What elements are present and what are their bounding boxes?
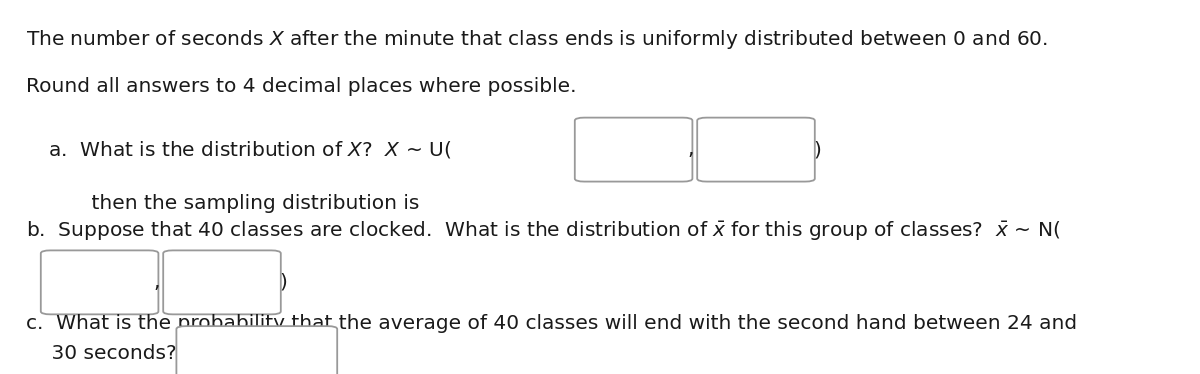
Text: ): ) (280, 273, 288, 292)
Text: a.  What is the distribution of $X$?  $X$ ∼ U(: a. What is the distribution of $X$? $X$ … (48, 139, 451, 160)
FancyBboxPatch shape (41, 251, 158, 314)
Text: then the sampling distribution is: then the sampling distribution is (66, 194, 419, 213)
Text: Round all answers to 4 decimal places where possible.: Round all answers to 4 decimal places wh… (26, 77, 577, 95)
Text: ,: , (688, 140, 694, 159)
Text: The number of seconds $X$ after the minute that class ends is uniformly distribu: The number of seconds $X$ after the minu… (26, 28, 1049, 51)
FancyBboxPatch shape (163, 251, 281, 314)
FancyBboxPatch shape (176, 326, 337, 374)
FancyBboxPatch shape (697, 117, 815, 182)
Text: c.  What is the probability that the average of 40 classes will end with the sec: c. What is the probability that the aver… (26, 314, 1078, 333)
Text: ,: , (154, 273, 160, 292)
Text: ): ) (814, 140, 822, 159)
Text: b.  Suppose that 40 classes are clocked.  What is the distribution of $\bar{x}$ : b. Suppose that 40 classes are clocked. … (26, 220, 1061, 243)
Text: 30 seconds?: 30 seconds? (26, 344, 178, 363)
FancyBboxPatch shape (575, 117, 692, 182)
